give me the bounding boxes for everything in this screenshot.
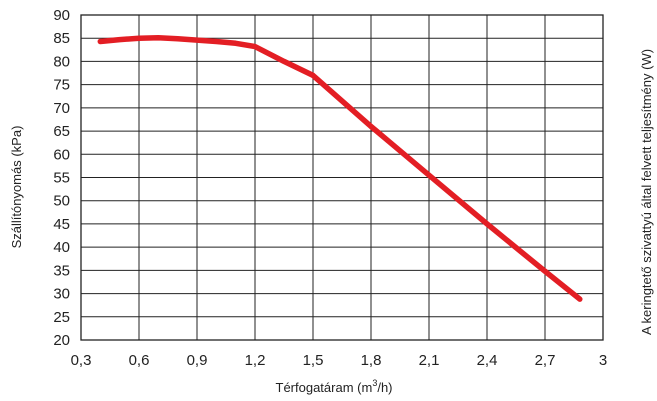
y-tick-label: 75 <box>53 77 70 94</box>
x-tick-label: 1,5 <box>303 352 324 369</box>
grid-lines <box>80 14 604 341</box>
x-tick-label: 0,6 <box>129 352 150 369</box>
y-tick-label: 55 <box>53 170 70 187</box>
x-axis-title-tail: /h) <box>377 380 392 395</box>
x-tick-label: 2,1 <box>419 352 440 369</box>
y-tick-label: 50 <box>53 193 70 210</box>
series-group <box>97 35 583 302</box>
series-line-0 <box>97 35 583 302</box>
x-tick-label: 0,3 <box>71 352 92 369</box>
y-tick-label: 45 <box>53 216 70 233</box>
x-tick-label: 2,7 <box>535 352 556 369</box>
y-tick-label: 40 <box>53 239 70 256</box>
y-tick-label: 70 <box>53 100 70 117</box>
y-axis-title: Szállítónyomás (kPa) <box>9 126 24 249</box>
x-tick-label: 1,8 <box>361 352 382 369</box>
x-tick-label: 3 <box>599 352 607 369</box>
y-tick-label: 30 <box>53 286 70 303</box>
plot-frame <box>80 14 604 341</box>
x-axis-title: Térfogatáram (m3/h) <box>276 378 393 395</box>
x-tick-label: 0,9 <box>187 352 208 369</box>
y-tick-labels: 20 25 30 35 40 45 50 55 60 65 70 75 80 85 90 <box>53 7 70 349</box>
y-tick-label: 80 <box>53 53 70 70</box>
x-tick-label: 1,2 <box>245 352 266 369</box>
x-axis-title-superscript: 3 <box>372 378 377 388</box>
y-tick-label: 35 <box>53 262 70 279</box>
x-tick-labels: 0,3 0,6 0,9 1,2 1,5 1,8 2,1 2,4 2,7 3 <box>71 352 608 369</box>
x-tick-label: 2,4 <box>477 352 498 369</box>
y-tick-label: 85 <box>53 30 70 47</box>
y-tick-label: 60 <box>53 146 70 163</box>
y-tick-label: 90 <box>53 7 70 24</box>
y-tick-label: 20 <box>53 332 70 349</box>
y2-axis-title: A keringtető szivattyú által felvett tel… <box>639 49 654 335</box>
y-tick-label: 65 <box>53 123 70 140</box>
y-tick-label: 25 <box>53 309 70 326</box>
